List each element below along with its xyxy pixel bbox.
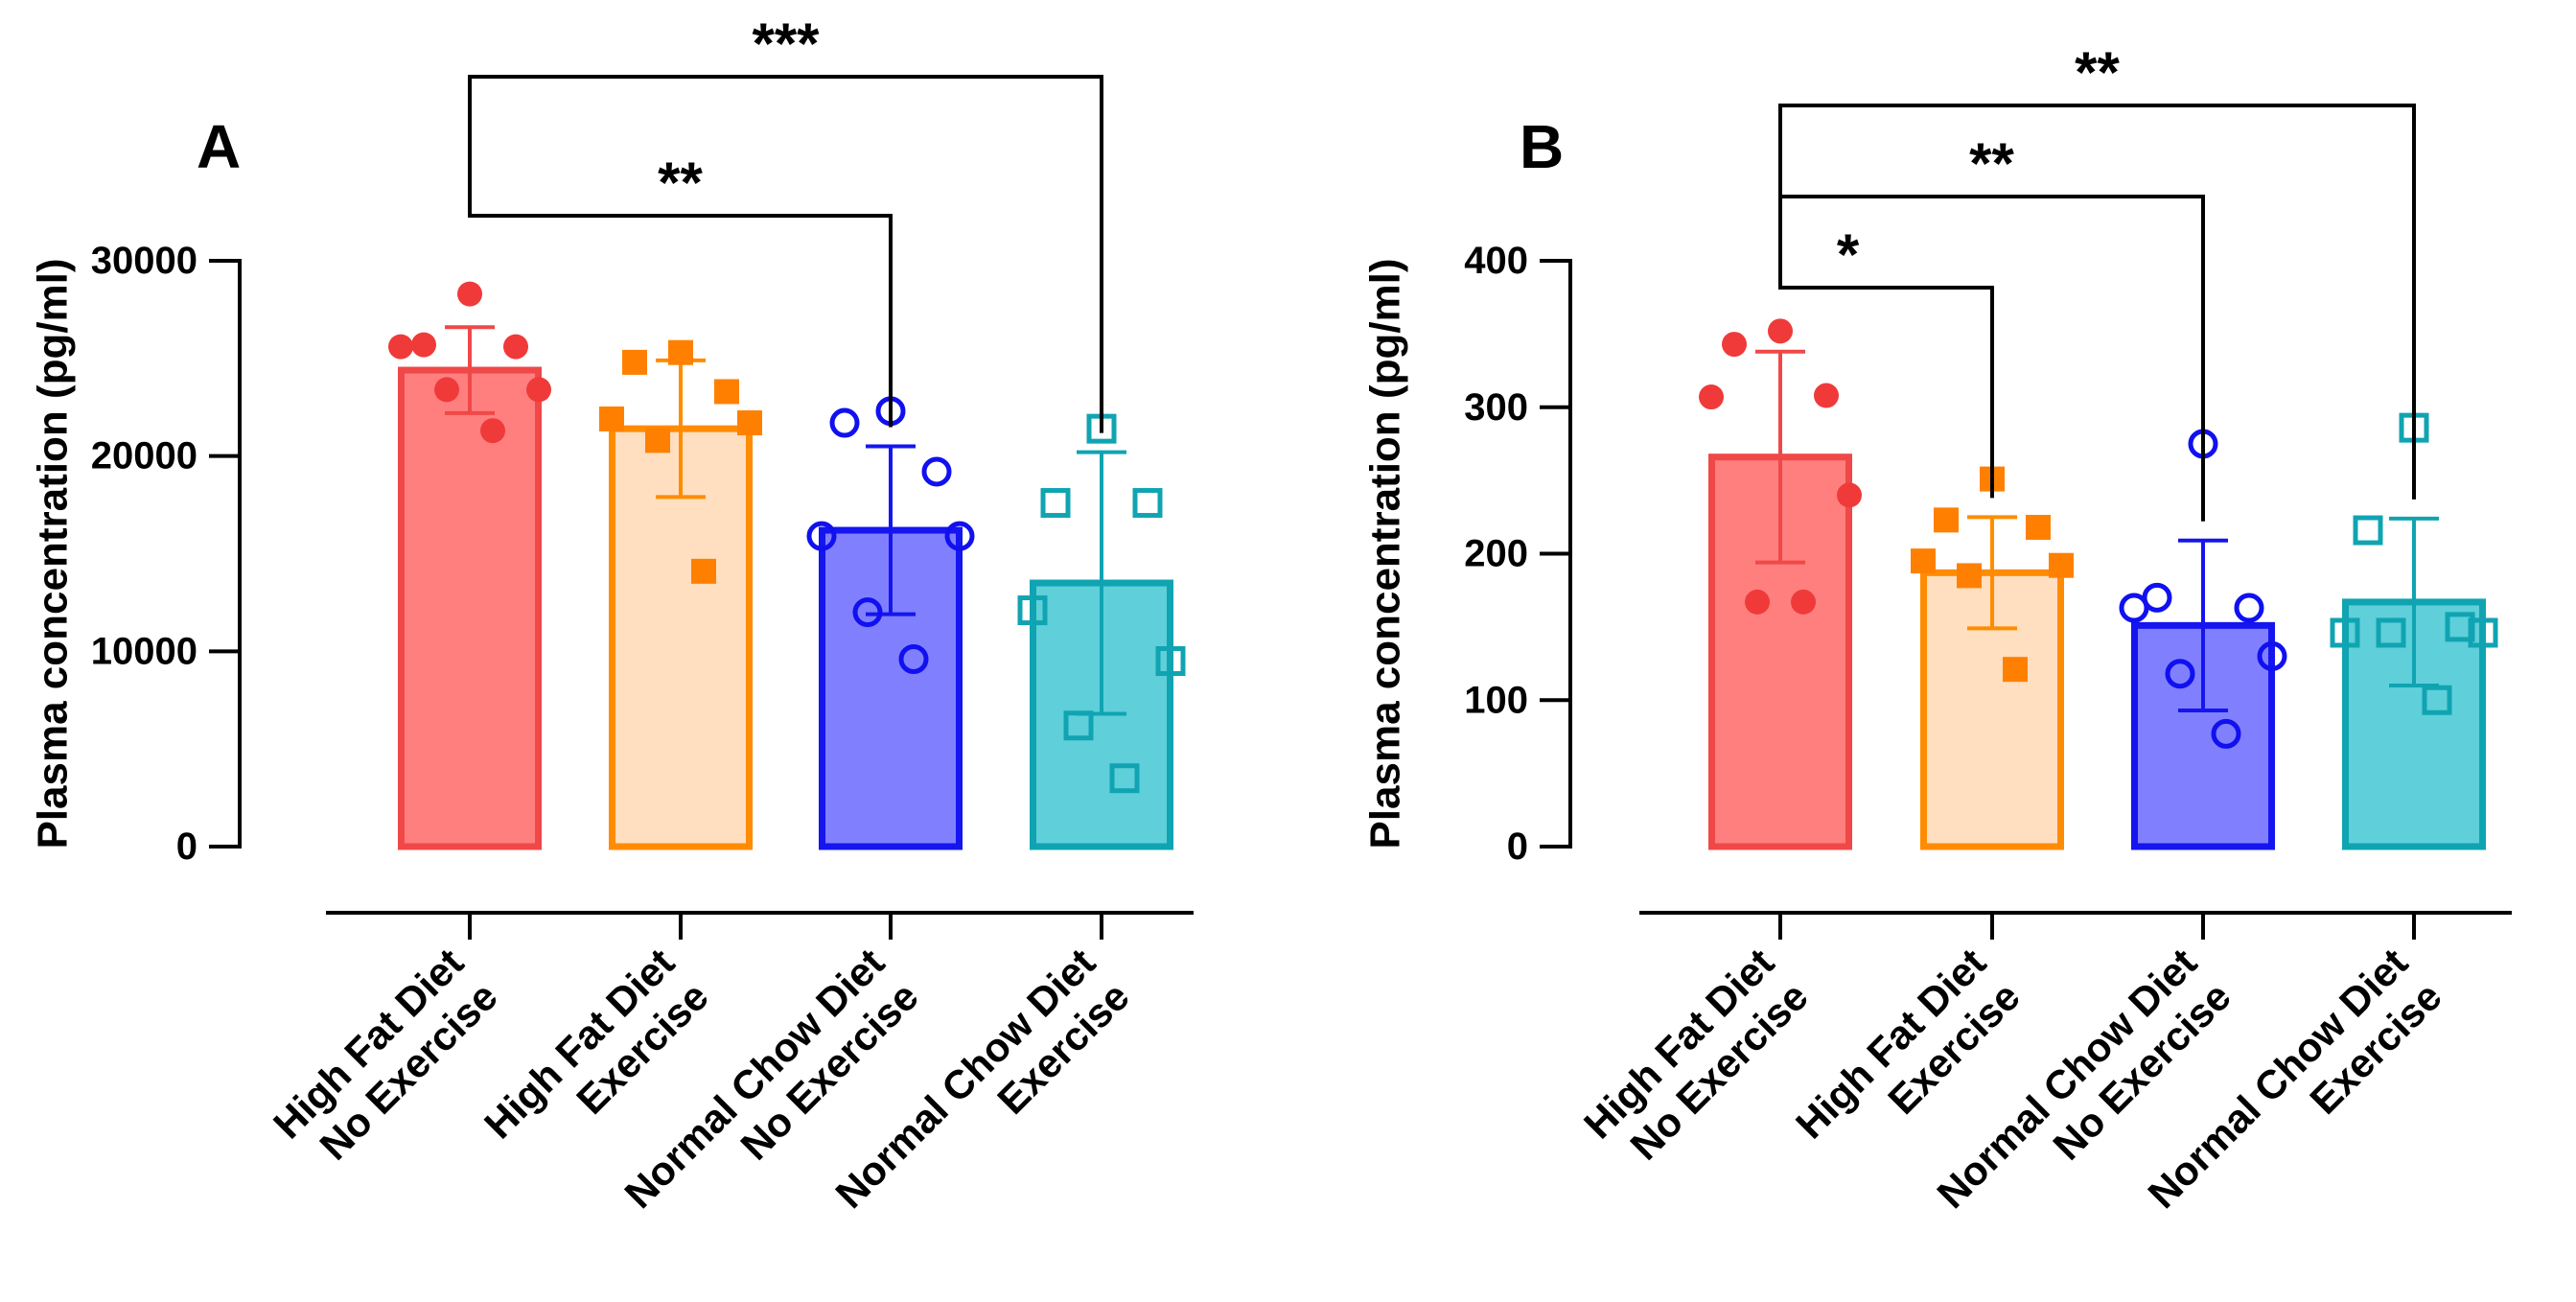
data-point [411, 332, 436, 358]
y-tick-label: 200 [1464, 533, 1528, 575]
panel-b: B Plasma concentration (pg/ml) 0 100 200 300 4… [1362, 40, 2512, 1217]
series-3 [806, 396, 975, 850]
data-point [1040, 488, 1071, 519]
series-1 [1699, 318, 1862, 850]
bracket-line [1778, 170, 1994, 499]
data-point [921, 456, 952, 487]
data-point [526, 377, 551, 403]
data-point [2165, 659, 2195, 689]
data-point [1934, 507, 1959, 533]
data-point [2468, 617, 2498, 648]
y-tick-label: 400 [1464, 240, 1528, 282]
panel-letter: B [1520, 112, 1564, 181]
y-tick-label: 20000 [91, 435, 197, 477]
y-axis-label: Plasma concentration (pg/ml) [30, 258, 77, 849]
data-point [2026, 515, 2051, 541]
significance-bracket: *** [468, 12, 1103, 433]
data-point [2003, 657, 2028, 683]
data-point [2376, 617, 2406, 648]
significance-bracket: ** [468, 151, 893, 428]
data-point [829, 407, 860, 438]
significance-label: * [1837, 222, 1860, 287]
data-point [1814, 383, 1839, 408]
data-point [2353, 515, 2383, 546]
data-point [2049, 552, 2074, 578]
data-point [2257, 640, 2287, 671]
series-1 [388, 281, 551, 850]
panel-a: A Plasma concentration (pg/ml) 0 10000 20000… [30, 12, 1194, 1217]
bracket-line [1778, 170, 2205, 522]
data-point [457, 281, 482, 307]
series-4 [1017, 413, 1186, 850]
data-point [2211, 718, 2241, 749]
data-point [668, 339, 693, 365]
data-point [1911, 548, 1936, 574]
data-point [599, 406, 624, 431]
significance-label: ** [658, 151, 703, 215]
data-point [852, 597, 883, 628]
data-point [898, 643, 929, 674]
panel-letter: A [197, 112, 241, 181]
data-point [691, 558, 716, 584]
series-4 [2330, 412, 2498, 850]
y-tick-label: 10000 [91, 630, 197, 672]
significance-label: ** [2075, 40, 2120, 105]
data-point [622, 349, 647, 375]
data-point [2422, 685, 2452, 715]
bracket-line [468, 170, 893, 428]
data-point [1017, 595, 1048, 626]
data-point [1155, 646, 1186, 677]
bracket-line [468, 75, 1103, 433]
data-point [714, 379, 739, 405]
series-2 [1911, 466, 2074, 850]
data-point [1063, 710, 1094, 741]
data-point [1722, 332, 1747, 358]
data-point [1745, 589, 1770, 615]
data-point [503, 334, 528, 360]
series-2 [599, 339, 762, 850]
data-point [737, 410, 762, 436]
data-point [1132, 488, 1163, 519]
data-point [2330, 617, 2360, 648]
significance-bracket: * [1778, 170, 1994, 499]
data-point [2234, 593, 2264, 623]
data-point [2119, 593, 2149, 623]
y-axis-label: Plasma concentration (pg/ml) [1362, 258, 1409, 849]
data-point [1109, 763, 1140, 794]
y-tick-label: 0 [176, 825, 197, 868]
y-tick-label: 30000 [91, 240, 197, 282]
data-point [434, 377, 459, 403]
y-tick-label: 0 [1507, 825, 1528, 868]
data-point [944, 521, 975, 551]
data-point [1837, 482, 1862, 508]
y-tick-label: 300 [1464, 386, 1528, 429]
data-point [1791, 589, 1816, 615]
bracket-line [1778, 104, 2416, 500]
significance-label: ** [1969, 131, 2014, 196]
data-point [1768, 318, 1793, 344]
significance-bracket: ** [1778, 40, 2416, 500]
data-point [388, 334, 413, 360]
series-3 [2119, 429, 2287, 850]
data-point [1957, 563, 1982, 589]
data-point [806, 521, 837, 551]
significance-label: *** [752, 12, 820, 76]
bar [398, 366, 542, 850]
significance-bracket: ** [1778, 131, 2205, 522]
data-point [645, 428, 670, 453]
data-point [1699, 384, 1724, 410]
data-point [480, 418, 505, 444]
y-tick-label: 100 [1464, 679, 1528, 721]
